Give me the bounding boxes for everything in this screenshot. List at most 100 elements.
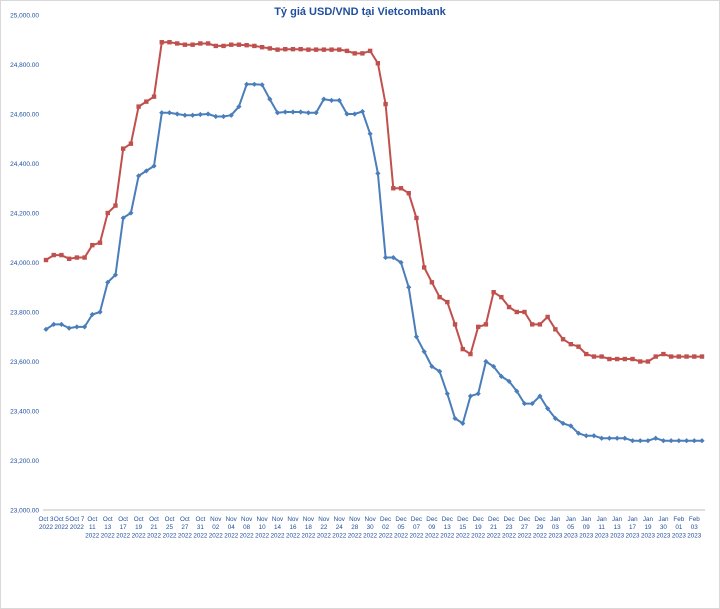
data-point	[575, 430, 582, 436]
x-tick-line: Jan	[550, 516, 561, 523]
data-point	[606, 435, 612, 441]
data-point	[220, 113, 227, 120]
data-point	[599, 354, 604, 359]
data-point	[74, 255, 80, 260]
x-tick-line: 16	[289, 524, 297, 531]
x-tick-line: Dec	[426, 516, 437, 523]
series-1	[43, 40, 705, 364]
x-tick-line: Feb	[689, 516, 700, 523]
x-tick-label: Oct 19 2022	[132, 516, 147, 539]
x-tick-line: 2022	[409, 532, 424, 539]
data-point	[112, 272, 119, 278]
x-tick-line: 2023	[656, 532, 671, 539]
data-point	[190, 42, 195, 47]
x-tick-line: 02	[382, 524, 390, 531]
x-tick-line: Oct 5	[54, 516, 70, 523]
x-tick-line: 2022	[471, 532, 486, 539]
data-point	[82, 255, 87, 260]
x-tick-line: Nov	[226, 516, 238, 523]
x-tick-line: 2022	[348, 532, 363, 539]
x-tick-line: 17	[629, 524, 637, 531]
data-point	[429, 280, 435, 285]
x-tick-line: Oct	[103, 516, 113, 523]
x-tick-label: Nov 08 2022	[240, 516, 255, 539]
data-point	[514, 388, 520, 394]
x-tick-line: 2022	[116, 532, 131, 539]
x-tick-label: Dec 23 2022	[502, 516, 517, 539]
data-point	[668, 354, 674, 359]
x-tick-line: Oct	[195, 516, 205, 523]
data-point	[151, 163, 157, 169]
x-tick-line: 2022	[224, 532, 239, 539]
data-point	[290, 46, 296, 52]
data-point	[359, 108, 366, 115]
x-tick-line: Dec	[503, 516, 514, 523]
x-tick-line: 2023	[687, 532, 702, 539]
data-point	[452, 415, 458, 422]
data-point	[537, 393, 543, 399]
data-point	[74, 324, 80, 330]
x-tick-line: Nov	[210, 516, 222, 523]
x-tick-line: 2022	[85, 532, 100, 539]
data-point	[97, 309, 103, 315]
data-point	[630, 356, 635, 362]
x-tick-line: 2022	[317, 532, 332, 539]
x-tick-line: 2022	[132, 532, 147, 539]
x-tick-line: Jan	[612, 516, 623, 523]
data-point	[267, 96, 273, 102]
x-tick-line: 27	[181, 524, 189, 531]
data-point	[444, 391, 450, 397]
x-tick-label: Jan 19 2023	[641, 516, 656, 539]
x-tick-line: 29	[536, 524, 544, 531]
data-point	[51, 252, 56, 258]
x-tick-line: Oct	[180, 516, 190, 523]
x-tick-line: 2022	[487, 532, 502, 539]
x-tick-line: Dec	[380, 516, 391, 523]
data-point	[236, 103, 242, 110]
x-tick-line: 17	[120, 524, 128, 531]
data-point	[267, 46, 273, 51]
y-tick-label: 24,600.00	[10, 111, 39, 118]
x-tick-line: 2022	[147, 532, 162, 539]
x-tick-line: 11	[89, 524, 96, 531]
x-tick-line: 2022	[70, 524, 85, 531]
data-point	[691, 438, 697, 444]
x-tick-line: 2022	[271, 532, 286, 539]
data-point	[89, 311, 95, 318]
x-tick-line: 2022	[363, 532, 378, 539]
data-point	[251, 81, 257, 87]
x-tick-line: 2022	[39, 524, 54, 531]
data-point	[414, 215, 419, 221]
data-point	[514, 309, 519, 315]
data-point	[120, 215, 126, 221]
data-point	[51, 321, 57, 327]
data-point	[221, 43, 226, 49]
x-tick-line: Oct	[134, 516, 144, 523]
data-point	[638, 359, 643, 364]
x-tick-line: 2022	[209, 532, 224, 539]
y-axis: 23,000.00 23,200.00 23,400.00 23,600.00 23,8…	[10, 12, 39, 514]
x-tick-line: 30	[367, 524, 375, 531]
data-point	[136, 104, 141, 109]
x-tick-line: 13	[614, 524, 622, 531]
x-tick-label: Jan 11 2023	[595, 516, 610, 539]
x-tick-line: 05	[398, 524, 406, 531]
x-tick-line: 18	[305, 524, 313, 531]
x-tick-label: Dec 13 2022	[440, 516, 455, 539]
data-point	[645, 438, 651, 444]
x-tick-line: 2022	[178, 532, 193, 539]
x-tick-line: Oct 3	[38, 516, 54, 523]
x-tick-line: 24	[336, 524, 344, 531]
x-tick-line: Oct	[149, 516, 159, 523]
x-tick-line: 2022	[517, 532, 532, 539]
x-tick-line: 2023	[564, 532, 579, 539]
data-point	[437, 294, 442, 300]
x-tick-line: 2022	[394, 532, 409, 539]
data-point	[167, 40, 172, 45]
data-point	[622, 356, 628, 362]
x-tick-line: Nov	[287, 516, 299, 523]
series-line	[45, 41, 702, 363]
data-point	[252, 43, 257, 49]
data-point	[182, 112, 188, 118]
